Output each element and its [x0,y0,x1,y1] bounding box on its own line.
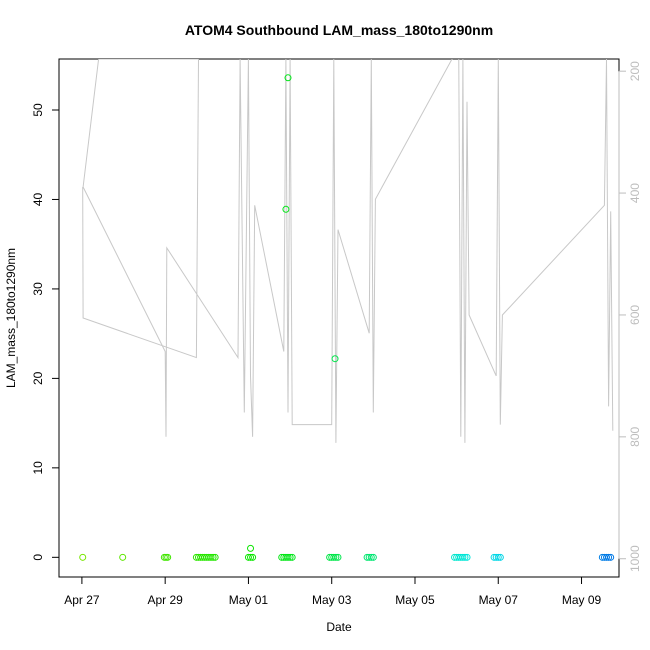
data-point [244,553,252,561]
data-point [284,74,292,82]
data-point [211,553,219,561]
data-point [209,553,217,561]
data-point [284,553,292,561]
x-tick-label: May 05 [395,593,435,607]
x-tick-label: Apr 27 [64,593,100,607]
data-point [459,553,467,561]
y-tick-label: 20 [31,371,45,385]
right-tick-label: 400 [628,183,642,203]
y-tick-label: 50 [31,103,45,117]
data-point [282,205,290,213]
right-axis: 200 400 600 800 1000 [618,61,642,572]
data-point [286,553,294,561]
y-axis-label: LAM_mass_180to1290nm [4,248,18,388]
right-tick-label: 600 [628,305,642,325]
x-tick-label: May 07 [479,593,519,607]
right-tick-label: 1000 [628,545,642,572]
data-point [334,553,342,561]
data-point [367,553,375,561]
data-point [607,553,615,561]
scatter-points [79,74,615,561]
data-point [119,553,127,561]
data-point [330,553,338,561]
data-point [249,553,257,561]
data-point [365,553,373,561]
plot-frame [58,58,620,578]
data-point [461,553,469,561]
data-point [463,553,471,561]
x-axis: Apr 27 Apr 29 May 01 May 03 May 05 May 07 May … [64,576,602,607]
x-tick-label: May 03 [312,593,352,607]
x-tick-label: Apr 29 [147,593,183,607]
y-tick-label: 0 [31,554,45,561]
y-tick-label: 40 [31,192,45,206]
data-point [603,553,611,561]
line-series-path [82,59,614,443]
data-point [207,553,215,561]
data-point [332,553,340,561]
data-point [164,553,172,561]
data-point [247,553,255,561]
chart-title: ATOM4 Southbound LAM_mass_180to1290nm [185,22,493,38]
right-tick-label: 800 [628,427,642,447]
x-tick-label: May 09 [562,593,602,607]
data-point [247,544,255,552]
x-tick-label: May 01 [229,593,269,607]
right-tick-label: 200 [628,61,642,81]
data-point [288,553,296,561]
data-point [605,553,613,561]
data-point [496,553,504,561]
data-point [331,355,339,363]
secondary-line-series [82,59,614,443]
x-axis-label: Date [326,620,352,634]
data-point [492,553,500,561]
y-tick-label: 10 [31,461,45,475]
data-point [494,553,502,561]
data-point [79,553,87,561]
data-point [369,553,377,561]
y-tick-label: 30 [31,282,45,296]
y-axis: 0 10 20 30 40 50 [31,103,60,561]
